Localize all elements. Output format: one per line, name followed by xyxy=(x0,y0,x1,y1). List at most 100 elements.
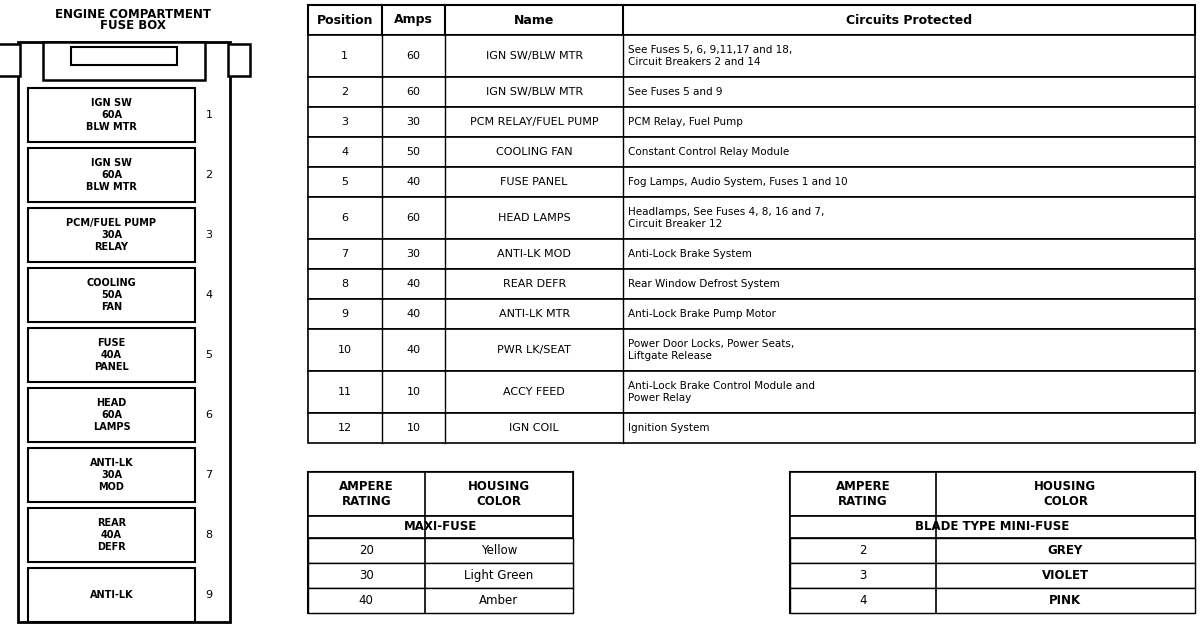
Bar xyxy=(308,472,574,613)
Bar xyxy=(790,588,1195,613)
Text: 7: 7 xyxy=(341,249,348,259)
Text: COOLING
50A
FAN: COOLING 50A FAN xyxy=(86,278,137,312)
Bar xyxy=(308,299,1195,329)
Text: 1: 1 xyxy=(341,51,348,61)
Bar xyxy=(308,239,1195,269)
Text: 11: 11 xyxy=(338,387,352,397)
Bar xyxy=(28,388,194,442)
Bar xyxy=(308,107,1195,137)
Text: GREY: GREY xyxy=(1048,544,1084,557)
Text: 3: 3 xyxy=(205,230,212,240)
Bar xyxy=(28,208,194,262)
Text: IGN SW
60A
BLW MTR: IGN SW 60A BLW MTR xyxy=(86,98,137,132)
Text: 6: 6 xyxy=(205,410,212,420)
Text: HOUSING
COLOR: HOUSING COLOR xyxy=(468,480,530,508)
Text: PCM Relay, Fuel Pump: PCM Relay, Fuel Pump xyxy=(628,117,743,127)
Bar xyxy=(790,516,1195,538)
Bar xyxy=(308,197,1195,239)
Bar xyxy=(28,268,194,322)
Text: Yellow: Yellow xyxy=(481,544,517,557)
Text: PINK: PINK xyxy=(1049,594,1081,607)
Text: Ignition System: Ignition System xyxy=(628,423,709,433)
Text: 40: 40 xyxy=(407,177,421,187)
Bar xyxy=(71,47,178,65)
Text: ANTI-LK: ANTI-LK xyxy=(90,590,133,600)
Bar xyxy=(308,588,574,613)
Text: PCM/FUEL PUMP
30A
RELAY: PCM/FUEL PUMP 30A RELAY xyxy=(66,217,156,253)
Text: ACCY FEED: ACCY FEED xyxy=(503,387,565,397)
Text: FUSE
40A
PANEL: FUSE 40A PANEL xyxy=(94,338,128,372)
Text: COOLING FAN: COOLING FAN xyxy=(496,147,572,157)
Text: 10: 10 xyxy=(338,345,352,355)
Text: HEAD
60A
LAMPS: HEAD 60A LAMPS xyxy=(92,398,131,432)
Text: REAR
40A
DEFR: REAR 40A DEFR xyxy=(97,518,126,553)
Text: MAXI-FUSE: MAXI-FUSE xyxy=(404,520,478,534)
Text: IGN SW/BLW MTR: IGN SW/BLW MTR xyxy=(486,51,583,61)
Bar xyxy=(18,42,230,622)
Text: AMPERE
RATING: AMPERE RATING xyxy=(835,480,890,508)
Text: ANTI-LK MOD: ANTI-LK MOD xyxy=(497,249,571,259)
Text: 60: 60 xyxy=(407,51,420,61)
Text: Position: Position xyxy=(317,13,373,26)
Text: REAR DEFR: REAR DEFR xyxy=(503,279,566,289)
Text: 1: 1 xyxy=(205,110,212,120)
Text: Rear Window Defrost System: Rear Window Defrost System xyxy=(628,279,780,289)
Bar xyxy=(790,538,1195,563)
Text: 7: 7 xyxy=(205,470,212,480)
Text: Anti-Lock Brake Pump Motor: Anti-Lock Brake Pump Motor xyxy=(628,309,775,319)
Text: HOUSING
COLOR: HOUSING COLOR xyxy=(1034,480,1097,508)
Text: 9: 9 xyxy=(341,309,348,319)
Bar xyxy=(308,35,1195,77)
Bar xyxy=(308,77,1195,107)
Text: 30: 30 xyxy=(407,249,420,259)
Bar xyxy=(43,42,205,80)
Bar xyxy=(308,269,1195,299)
Bar xyxy=(28,328,194,382)
Text: 4: 4 xyxy=(341,147,348,157)
Text: PCM RELAY/FUEL PUMP: PCM RELAY/FUEL PUMP xyxy=(470,117,599,127)
Text: 9: 9 xyxy=(205,590,212,600)
Bar xyxy=(28,448,194,502)
Text: 2: 2 xyxy=(859,544,866,557)
Text: 10: 10 xyxy=(407,423,420,433)
Text: FUSE BOX: FUSE BOX xyxy=(100,19,166,32)
Bar xyxy=(308,538,574,563)
Text: 60: 60 xyxy=(407,87,420,97)
Text: HEAD LAMPS: HEAD LAMPS xyxy=(498,213,570,223)
Text: Power Door Locks, Power Seats,
Liftgate Release: Power Door Locks, Power Seats, Liftgate … xyxy=(628,339,794,361)
Text: Headlamps, See Fuses 4, 8, 16 and 7,
Circuit Breaker 12: Headlamps, See Fuses 4, 8, 16 and 7, Cir… xyxy=(628,207,824,229)
Text: ANTI-LK
30A
MOD: ANTI-LK 30A MOD xyxy=(90,457,133,493)
Bar xyxy=(308,329,1195,371)
Bar xyxy=(308,516,574,538)
Text: IGN SW
60A
BLW MTR: IGN SW 60A BLW MTR xyxy=(86,158,137,192)
Text: AMPERE
RATING: AMPERE RATING xyxy=(338,480,394,508)
Text: 10: 10 xyxy=(407,387,420,397)
Text: 6: 6 xyxy=(341,213,348,223)
Text: Constant Control Relay Module: Constant Control Relay Module xyxy=(628,147,790,157)
Text: Anti-Lock Brake Control Module and
Power Relay: Anti-Lock Brake Control Module and Power… xyxy=(628,381,815,403)
Text: Name: Name xyxy=(514,13,554,26)
Text: 12: 12 xyxy=(337,423,352,433)
Text: Circuits Protected: Circuits Protected xyxy=(846,13,972,26)
Text: See Fuses 5, 6, 9,11,17 and 18,
Circuit Breakers 2 and 14: See Fuses 5, 6, 9,11,17 and 18, Circuit … xyxy=(628,45,792,67)
Bar xyxy=(28,568,194,622)
Text: 8: 8 xyxy=(341,279,348,289)
Bar xyxy=(308,5,1195,35)
Text: ANTI-LK MTR: ANTI-LK MTR xyxy=(499,309,570,319)
Bar xyxy=(308,413,1195,443)
Text: 40: 40 xyxy=(407,309,421,319)
Text: 2: 2 xyxy=(205,170,212,180)
Bar xyxy=(308,137,1195,167)
Text: BLADE TYPE MINI-FUSE: BLADE TYPE MINI-FUSE xyxy=(916,520,1069,534)
Text: 20: 20 xyxy=(359,544,373,557)
Bar xyxy=(308,563,574,588)
Text: FUSE PANEL: FUSE PANEL xyxy=(500,177,568,187)
Text: 60: 60 xyxy=(407,213,420,223)
Text: Light Green: Light Green xyxy=(464,569,534,582)
Text: 3: 3 xyxy=(859,569,866,582)
Text: 40: 40 xyxy=(359,594,373,607)
Text: 30: 30 xyxy=(407,117,420,127)
Text: 4: 4 xyxy=(205,290,212,300)
Bar xyxy=(790,472,1195,613)
Text: IGN SW/BLW MTR: IGN SW/BLW MTR xyxy=(486,87,583,97)
